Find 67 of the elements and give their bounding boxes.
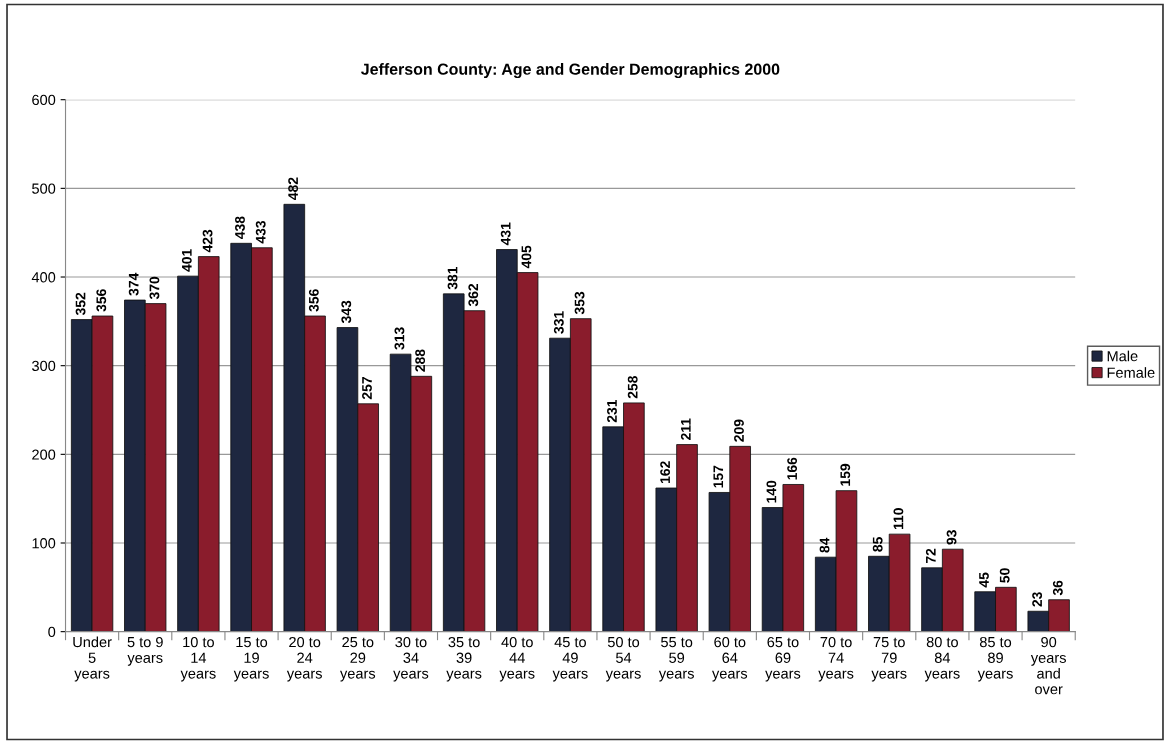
x-tick-label: 55 to 59 years [658, 637, 694, 682]
data-label: 45 [979, 572, 989, 588]
data-label: 162 [660, 461, 671, 483]
data-label: 23 [1032, 592, 1043, 607]
y-tick-label: 500 [32, 183, 56, 194]
x-tick-label: 50 to 54 years [605, 636, 641, 682]
data-label: 313 [394, 327, 405, 350]
data-label: 258 [627, 376, 638, 399]
data-label: 140 [766, 480, 777, 503]
data-label: 84 [819, 537, 830, 553]
y-tick-label: 400 [31, 272, 56, 283]
y-tick-label: 600 [32, 94, 56, 106]
data-label: 431 [500, 222, 511, 246]
y-tick-label: 100 [32, 538, 56, 549]
data-label: 331 [553, 311, 564, 334]
data-label: 362 [468, 283, 479, 307]
data-label: 50 [999, 568, 1010, 583]
data-label: 482 [288, 177, 299, 200]
y-tick-label: 200 [32, 449, 56, 460]
x-tick-label: 60 to 64 years [712, 636, 748, 682]
x-tick-label: 30 to 34 years [393, 636, 429, 682]
data-label: 288 [415, 349, 426, 372]
data-label: 231 [607, 399, 617, 423]
data-label: 352 [75, 292, 86, 316]
x-tick-label: 5 to 9 years [127, 636, 163, 666]
data-label: 257 [362, 377, 372, 400]
data-label: 93 [946, 530, 957, 545]
data-label: 374 [128, 272, 139, 296]
x-tick-label: 65 to 69 years [765, 636, 801, 682]
data-label: 356 [308, 289, 319, 312]
x-tick-label: 85 to 89 years [977, 636, 1013, 682]
data-label: 401 [181, 249, 192, 272]
data-label: 166 [787, 457, 798, 480]
data-label: 405 [521, 245, 532, 269]
x-tick-label: 90 years and over [1030, 636, 1066, 695]
x-tick-label: 70 to 74 years [818, 636, 854, 682]
x-tick-label: 45 to 49 years [552, 637, 588, 682]
data-label: 353 [574, 291, 585, 315]
data-label: 211 [680, 418, 691, 440]
data-label: 381 [447, 266, 458, 290]
data-label: 438 [235, 216, 245, 239]
x-tick-label: 35 to 39 years [446, 636, 482, 682]
data-label: 209 [734, 419, 744, 442]
data-label: 433 [255, 220, 266, 244]
data-label: 85 [872, 537, 883, 552]
x-tick-label: 75 to 79 years [871, 637, 907, 682]
chart-title: Jefferson County: Age and Gender Demographics 2000 [361, 63, 780, 79]
x-tick-label: 20 to 24 years [286, 636, 322, 682]
data-label: 36 [1052, 580, 1063, 596]
x-tick-label: 40 to 44 years [499, 636, 535, 682]
x-tick-label: Under 5 years [73, 636, 112, 682]
legend-label: Female [1107, 367, 1155, 378]
x-tick-label: 25 to 29 years [340, 636, 376, 682]
data-label: 370 [149, 276, 160, 300]
x-tick-label: 15 to 19 years [233, 637, 269, 682]
data-label: 110 [893, 508, 904, 530]
legend-label: Male [1107, 350, 1138, 362]
data-label: 157 [713, 465, 724, 488]
data-label: 423 [202, 229, 213, 253]
x-tick-label: 80 to 84 years [924, 636, 960, 682]
data-label: 356 [96, 289, 107, 312]
data-label: 72 [925, 548, 936, 564]
x-tick-label: 10 to 14 years [180, 636, 216, 682]
y-tick-label: 300 [32, 360, 56, 372]
data-label: 159 [840, 463, 851, 486]
data-label: 343 [341, 300, 352, 324]
y-tick-label: 0 [48, 626, 56, 638]
